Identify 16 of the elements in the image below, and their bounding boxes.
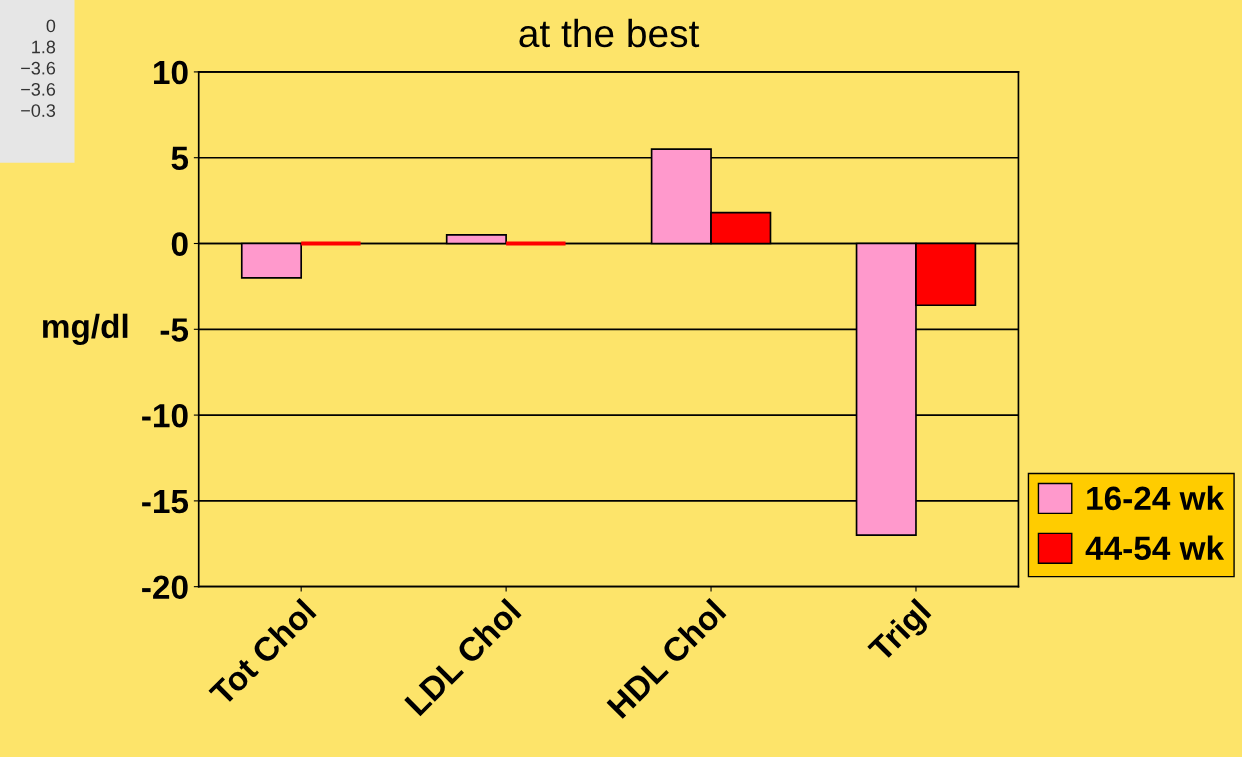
text: −3.6 [21, 82, 56, 96]
y-tick-label: -15 [142, 490, 189, 514]
y-tick-label: 5 [171, 146, 189, 171]
y-tick-label: -20 [142, 575, 188, 600]
chart-title: at the best [519, 18, 700, 48]
legend-label: 16-24 wk [1087, 485, 1225, 511]
y-tick-label: -5 [160, 318, 189, 342]
legend-label: 44-54 wk [1085, 535, 1225, 561]
y-tick-label: 10 [154, 60, 188, 85]
text: 0 [46, 19, 56, 33]
y-tick-label: 0 [171, 232, 188, 256]
text: −3.6 [21, 61, 56, 75]
y-tick-label: -10 [142, 403, 188, 428]
text: 1.8 [32, 40, 56, 54]
y-axis-title: mg/dl [43, 313, 128, 345]
text: −0.3 [21, 104, 56, 117]
